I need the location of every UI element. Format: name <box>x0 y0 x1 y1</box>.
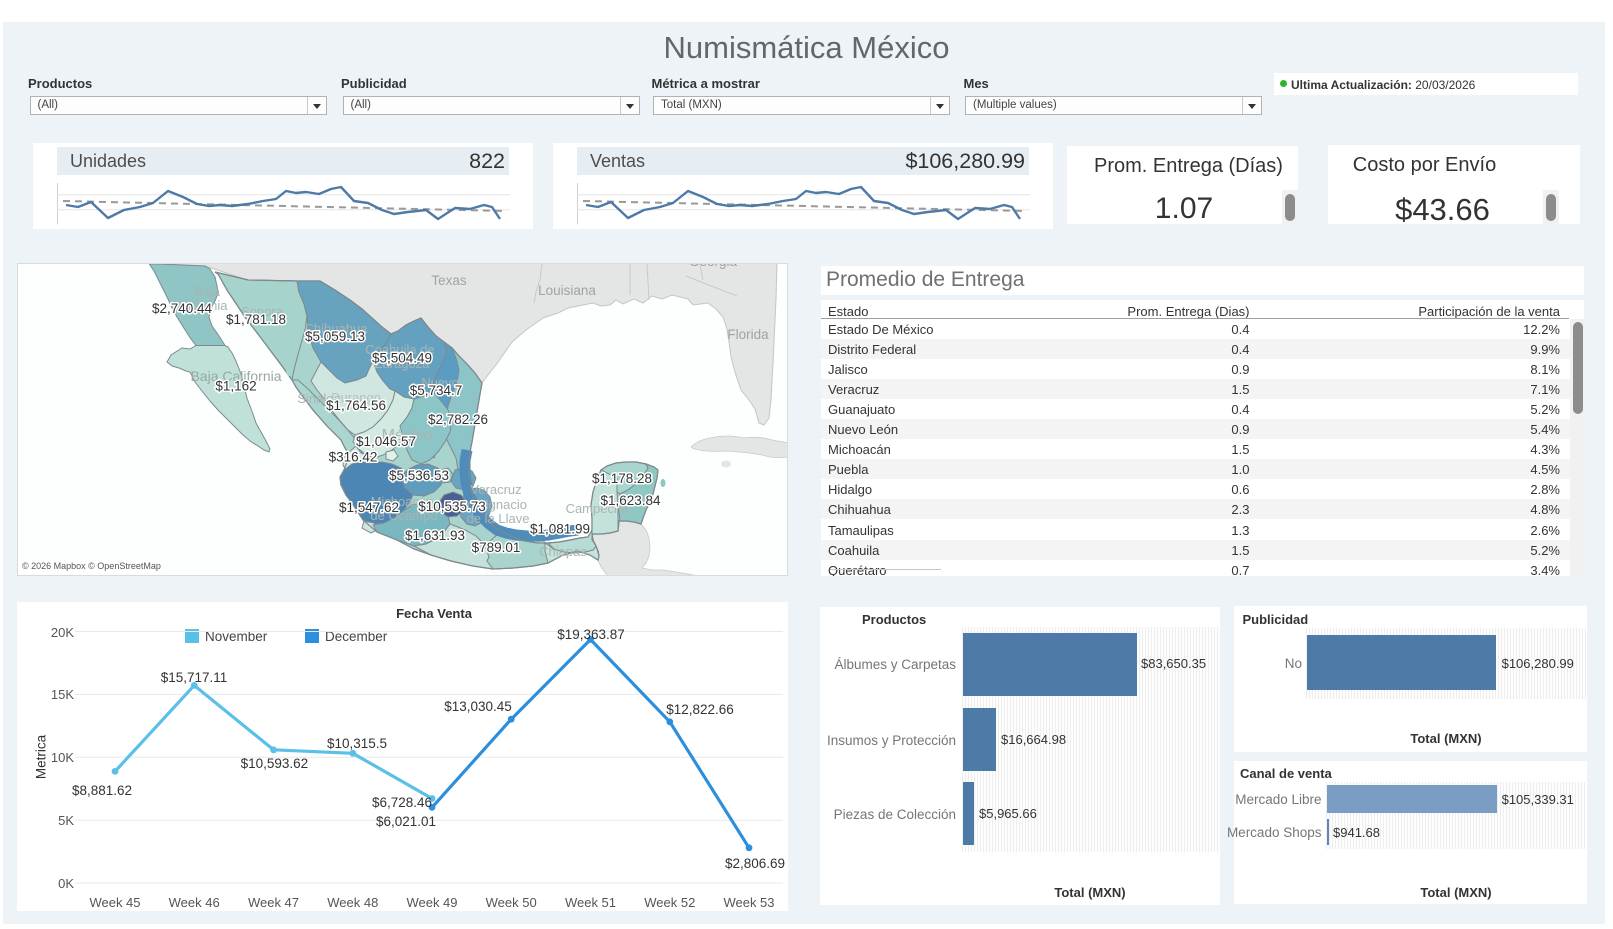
svg-text:Nuevo: Nuevo <box>421 375 459 390</box>
svg-text:Baja: Baja <box>194 284 221 299</box>
svg-text:Chihuahua: Chihuahua <box>305 321 369 336</box>
svg-text:$789.01: $789.01 <box>472 540 521 555</box>
svg-text:Florida: Florida <box>727 327 769 342</box>
svg-text:$1,623.84: $1,623.84 <box>600 493 661 508</box>
svg-text:Coahuila de: Coahuila de <box>365 342 434 357</box>
svg-text:de Ignacio: de Ignacio <box>467 497 527 512</box>
svg-text:Michoacán: Michoacán <box>371 494 434 509</box>
svg-text:Zaragoza: Zaragoza <box>375 356 431 371</box>
svg-text:$1,162: $1,162 <box>215 379 256 394</box>
svg-text:de la Llave: de la Llave <box>467 511 530 526</box>
svg-text:$1,781.18: $1,781.18 <box>226 312 286 327</box>
svg-text:$1,547.62: $1,547.62 <box>339 500 399 515</box>
svg-text:$10,535.73: $10,535.73 <box>418 499 486 514</box>
svg-text:Sonora: Sonora <box>241 304 284 319</box>
svg-text:Campeche: Campeche <box>566 501 629 516</box>
svg-text:Louisiana: Louisiana <box>538 283 596 298</box>
svg-text:$5,504.49: $5,504.49 <box>372 351 432 366</box>
svg-text:$5,734.7: $5,734.7 <box>410 383 463 398</box>
svg-text:Sinaloa: Sinaloa <box>297 391 341 406</box>
svg-text:México: México <box>382 427 433 444</box>
svg-text:$1,046.57: $1,046.57 <box>356 434 416 449</box>
svg-text:Texas: Texas <box>431 273 467 288</box>
svg-text:$316.42: $316.42 <box>329 450 378 465</box>
svg-text:$5,536.53: $5,536.53 <box>389 468 449 483</box>
svg-text:Baja California: Baja California <box>190 368 281 384</box>
svg-text:$1,764.56: $1,764.56 <box>326 398 386 413</box>
svg-text:Veracruz: Veracruz <box>470 482 521 497</box>
svg-text:$5,059.13: $5,059.13 <box>305 329 365 344</box>
svg-text:de Ocampo: de Ocampo <box>370 508 437 523</box>
svg-text:$1,631.93: $1,631.93 <box>405 528 465 543</box>
svg-text:$1,081.99: $1,081.99 <box>530 522 590 537</box>
svg-text:Durango: Durango <box>331 390 381 405</box>
svg-text:California: California <box>173 298 229 313</box>
svg-text:$2,740.44: $2,740.44 <box>152 301 213 316</box>
svg-text:$1,178.28: $1,178.28 <box>592 471 652 486</box>
svg-text:Chiapas: Chiapas <box>539 544 587 559</box>
svg-text:$2,782.26: $2,782.26 <box>428 412 488 427</box>
svg-text:Georgia: Georgia <box>689 264 738 269</box>
